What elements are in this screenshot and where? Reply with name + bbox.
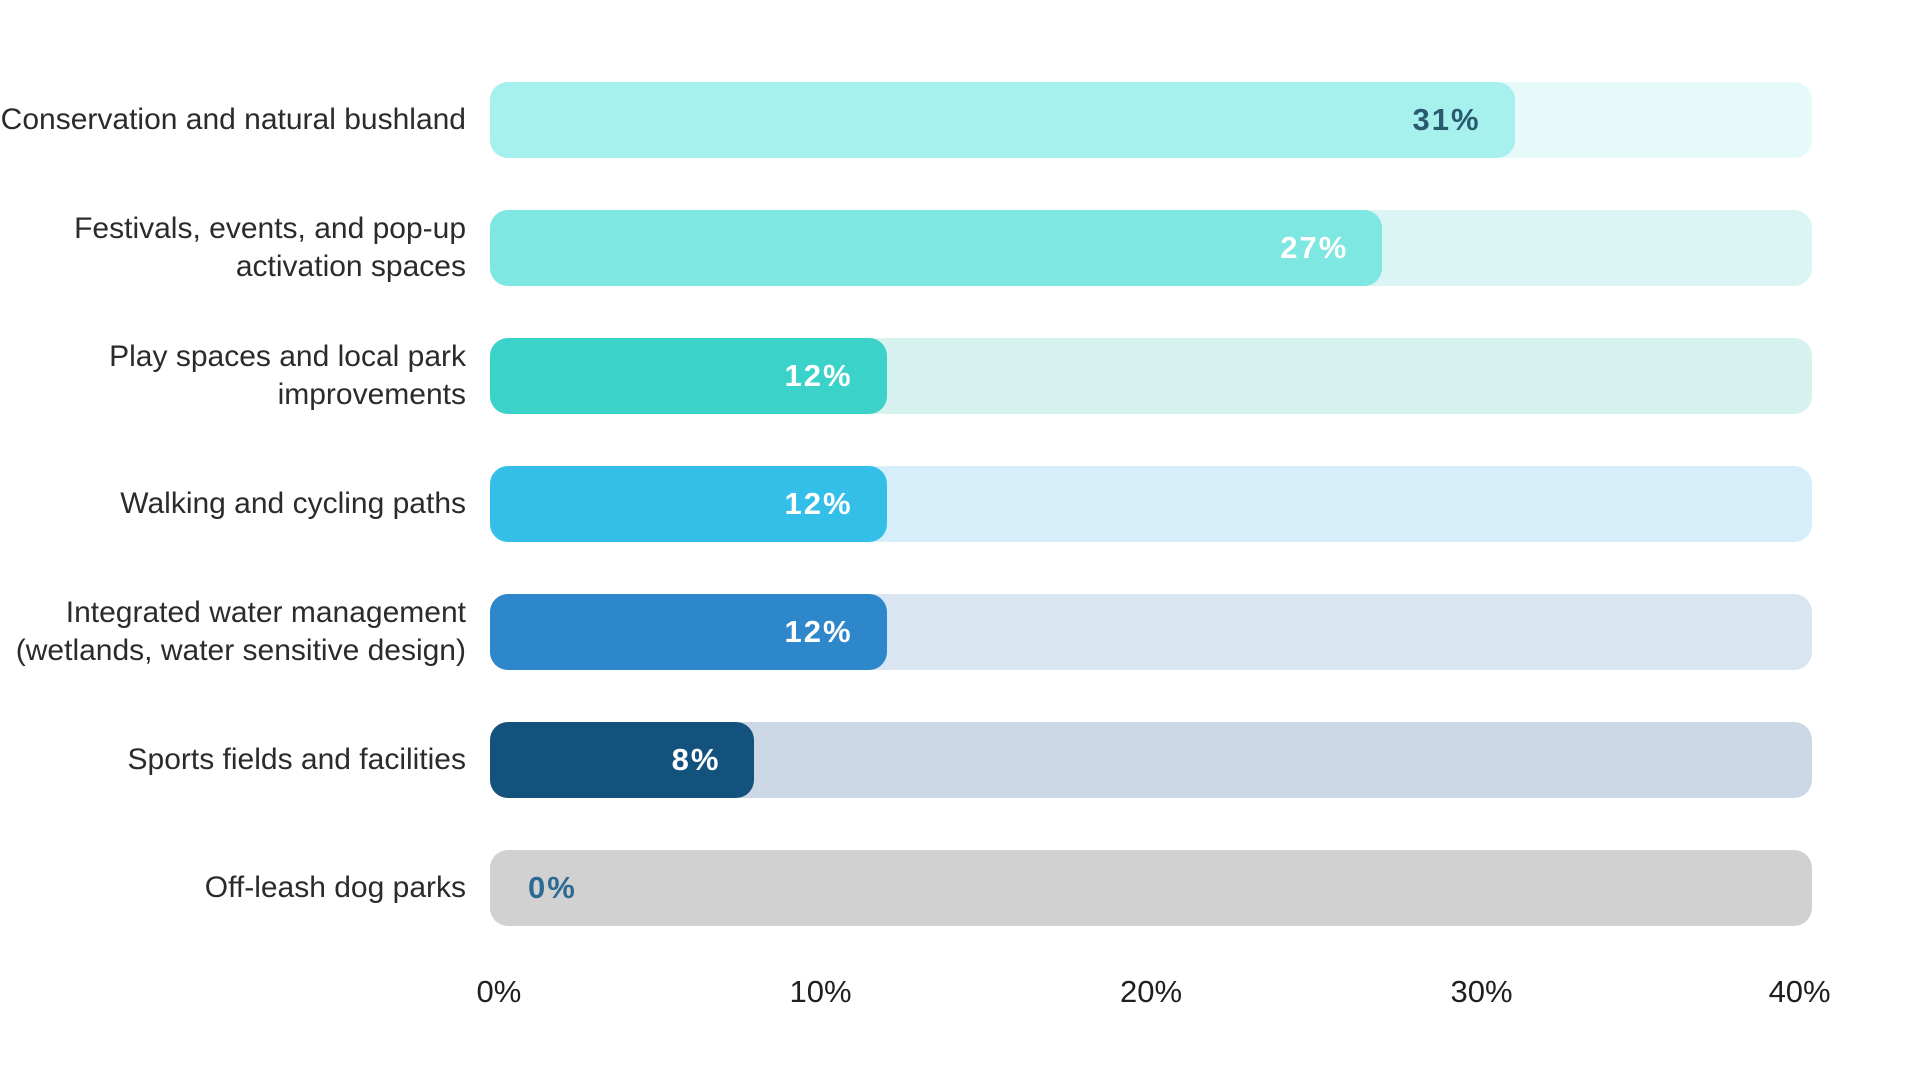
bar-track[interactable]: 27% [490,210,1812,286]
chart-rows: Conservation and natural bushland 31% Fe… [0,56,1812,952]
bar-fill[interactable]: 12% [490,594,887,670]
chart-row: Walking and cycling paths 12% [0,440,1812,568]
value-label: 8% [671,742,721,777]
chart-row: Sports fields and facilities 8% [0,696,1812,824]
bar-track[interactable]: 8% [490,722,1812,798]
bar-track[interactable]: 12% [490,466,1812,542]
category-label: Integrated water management (wetlands, w… [15,595,466,667]
value-label: 27% [1280,230,1349,265]
chart-row: Off-leash dog parks 0% [0,824,1812,952]
x-axis-tick-label: 0% [476,974,522,1009]
value-label: 12% [784,358,853,393]
x-axis: 0% 10% 20% 30% 40% [477,974,1831,1018]
category-label: Festivals, events, and pop-up activation… [74,211,466,283]
chart-row: Play spaces and local park improvements … [0,312,1812,440]
category-label: Walking and cycling paths [120,486,466,520]
bar-track[interactable]: 12% [490,338,1812,414]
bar-track[interactable]: 0% [490,850,1812,926]
value-label: 12% [784,614,853,649]
category-label: Sports fields and facilities [127,742,467,776]
category-label: Off-leash dog parks [204,870,466,904]
value-label: 12% [784,486,853,521]
x-axis-tick-label: 20% [1119,974,1183,1009]
bar-fill[interactable]: 12% [490,466,887,542]
value-label: 0% [528,870,577,905]
bar-fill[interactable]: 27% [490,210,1383,286]
x-axis-tick-label: 30% [1450,974,1513,1009]
bar-fill[interactable]: 8% [490,722,755,798]
category-label: Play spaces and local park improvements [109,339,466,411]
bar-fill[interactable]: 31% [490,82,1515,158]
category-label: Conservation and natural bushland [0,102,466,136]
chart-row: Integrated water management (wetlands, w… [0,568,1812,696]
chart-row: Conservation and natural bushland 31% [0,56,1812,184]
bar-track[interactable]: 31% [490,82,1812,158]
chart-row: Festivals, events, and pop-up activation… [0,184,1812,312]
bar-track[interactable]: 12% [490,594,1812,670]
x-axis-tick-label: 10% [789,974,852,1009]
x-axis-tick-label: 40% [1768,974,1831,1009]
value-label: 31% [1412,102,1481,137]
bar-fill[interactable]: 12% [490,338,887,414]
